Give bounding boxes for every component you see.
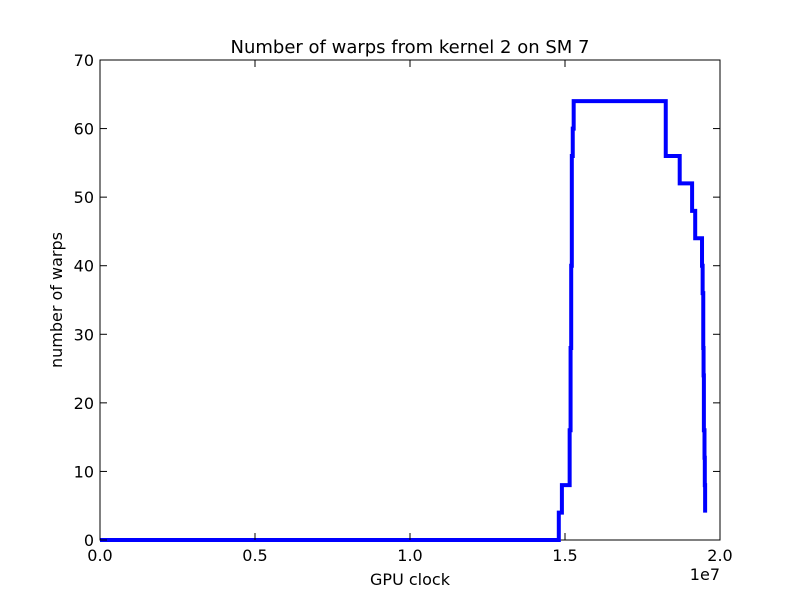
- x-tick-label: 0.5: [242, 546, 267, 565]
- tick-marks: [99, 59, 721, 541]
- y-tick-label: 30: [74, 325, 94, 344]
- y-tick-label: 10: [74, 462, 94, 481]
- y-axis-title: number of warps: [47, 232, 66, 368]
- y-tick-label: 0: [84, 531, 94, 550]
- plot-area: [99, 59, 721, 542]
- x-axis-title: GPU clock: [370, 570, 451, 589]
- y-tick-labels: 0 10 20 30 40 50 60 70: [74, 51, 94, 550]
- y-tick-label: 70: [74, 51, 94, 70]
- series-line-0: [100, 99, 708, 542]
- x-tick-labels: 0.0 0.5 1.0 1.5 2.0: [87, 546, 732, 565]
- y-tick-label: 50: [74, 188, 94, 207]
- x-tick-label: 2.0: [707, 546, 732, 565]
- x-tick-label: 1.5: [552, 546, 577, 565]
- x-offset-label: 1e7: [690, 565, 720, 584]
- series-layer: [100, 99, 708, 542]
- axes-frame: [99, 59, 721, 541]
- x-tick-label: 0.0: [87, 546, 112, 565]
- chart-title: Number of warps from kernel 2 on SM 7: [231, 37, 590, 58]
- y-tick-label: 40: [74, 257, 94, 276]
- y-tick-label: 20: [74, 394, 94, 413]
- x-tick-label: 1.0: [397, 546, 422, 565]
- y-tick-label: 60: [74, 120, 94, 139]
